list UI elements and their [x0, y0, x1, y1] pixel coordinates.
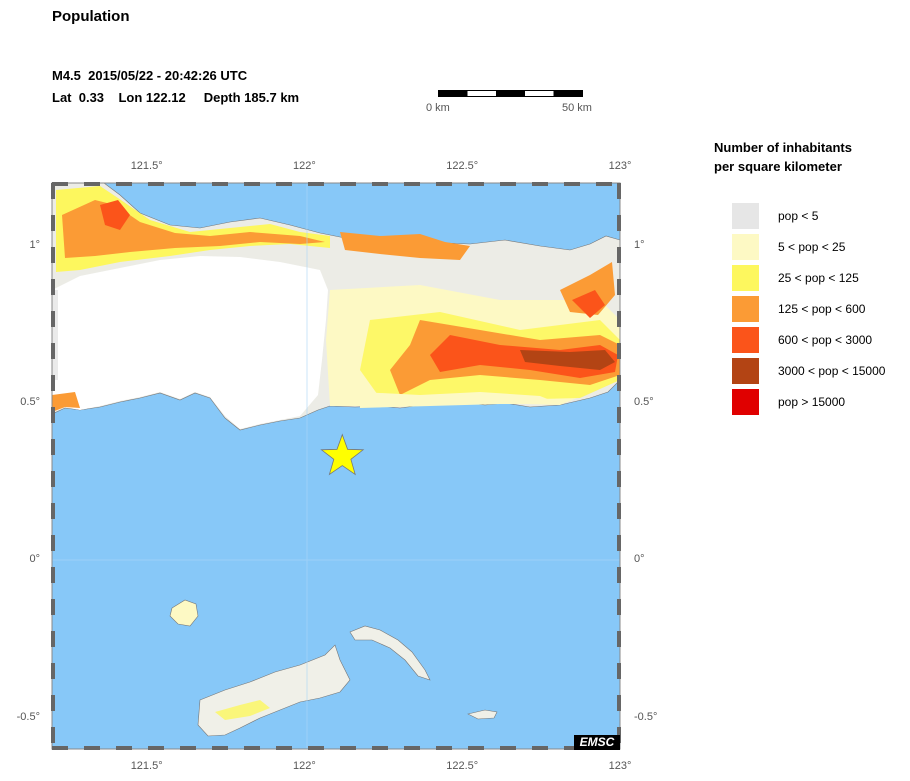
legend-item: 600 < pop < 3000	[732, 327, 910, 353]
legend-swatch	[732, 327, 759, 353]
lon-tick-label-top-0: 121.5°	[130, 160, 163, 172]
population-density-layer	[52, 186, 620, 412]
legend-item: 3000 < pop < 15000	[732, 358, 910, 384]
scale-bar-end-label: 50 km	[562, 102, 592, 114]
legend-title-line1: Number of inhabitants	[714, 140, 852, 155]
legend-label: 25 < pop < 125	[778, 271, 859, 285]
island-togean-east	[349, 625, 431, 681]
legend-item: pop > 15000	[732, 389, 910, 415]
lat-tick-label-right-2: 0°	[634, 553, 645, 566]
legend-item: 5 < pop < 25	[732, 234, 910, 260]
lat-tick-label-left-1: 0.5°	[20, 396, 40, 409]
lat-tick-label-left-2: 0°	[29, 553, 40, 566]
legend-title-line2: per square kilometer	[714, 159, 842, 174]
emsc-credit-logo: EMSC	[574, 735, 620, 750]
lon-tick-label-top-1: 122°	[293, 160, 316, 172]
lat-tick-label-right-0: 1°	[634, 238, 645, 251]
legend-swatch	[732, 389, 759, 415]
no-data-region	[52, 256, 328, 429]
legend-label: 600 < pop < 3000	[778, 333, 873, 347]
legend-item: pop < 5	[732, 203, 910, 229]
island-small-east	[467, 709, 498, 720]
lat-tick-label-left-3: -0.5°	[16, 710, 40, 723]
map-title: Population	[52, 8, 130, 25]
lon-tick-label-bottom-2: 122.5°	[446, 760, 479, 772]
scale-bar	[438, 90, 583, 97]
lon-tick-label-bottom-0: 121.5°	[130, 760, 163, 772]
legend-label: pop > 15000	[778, 395, 846, 409]
legend-swatch	[732, 358, 759, 384]
legend-swatch	[732, 234, 759, 260]
lat-tick-label-right-3: -0.5°	[634, 710, 658, 723]
epicenter-star-icon	[320, 433, 365, 476]
lon-tick-label-bottom-1: 122°	[293, 760, 316, 772]
lat-tick-label-right-1: 0.5°	[634, 396, 654, 409]
legend-label: 3000 < pop < 15000	[778, 364, 886, 378]
legend-label: pop < 5	[778, 209, 819, 223]
legend-label: 5 < pop < 25	[778, 240, 846, 254]
lon-tick-label-top-2: 122.5°	[446, 160, 479, 172]
legend-title: Number of inhabitants per square kilomet…	[714, 138, 852, 176]
legend-swatch	[732, 203, 759, 229]
scale-bar-start-label: 0 km	[426, 102, 450, 114]
lon-tick-label-top-3: 123°	[608, 160, 632, 172]
legend-label: 125 < pop < 600	[778, 302, 866, 316]
lat-tick-label-left-0: 1°	[29, 238, 40, 251]
event-magnitude-time: M4.5 2015/05/22 - 20:42:26 UTC	[52, 68, 248, 83]
event-location: Lat 0.33 Lon 122.12 Depth 185.7 km	[52, 90, 300, 105]
legend-swatch	[732, 296, 759, 322]
legend-item: 25 < pop < 125	[732, 265, 910, 291]
island-southwest	[169, 599, 199, 627]
lon-tick-label-bottom-3: 123°	[608, 760, 632, 772]
legend-swatch	[732, 265, 759, 291]
legend-item: 125 < pop < 600	[732, 296, 910, 322]
